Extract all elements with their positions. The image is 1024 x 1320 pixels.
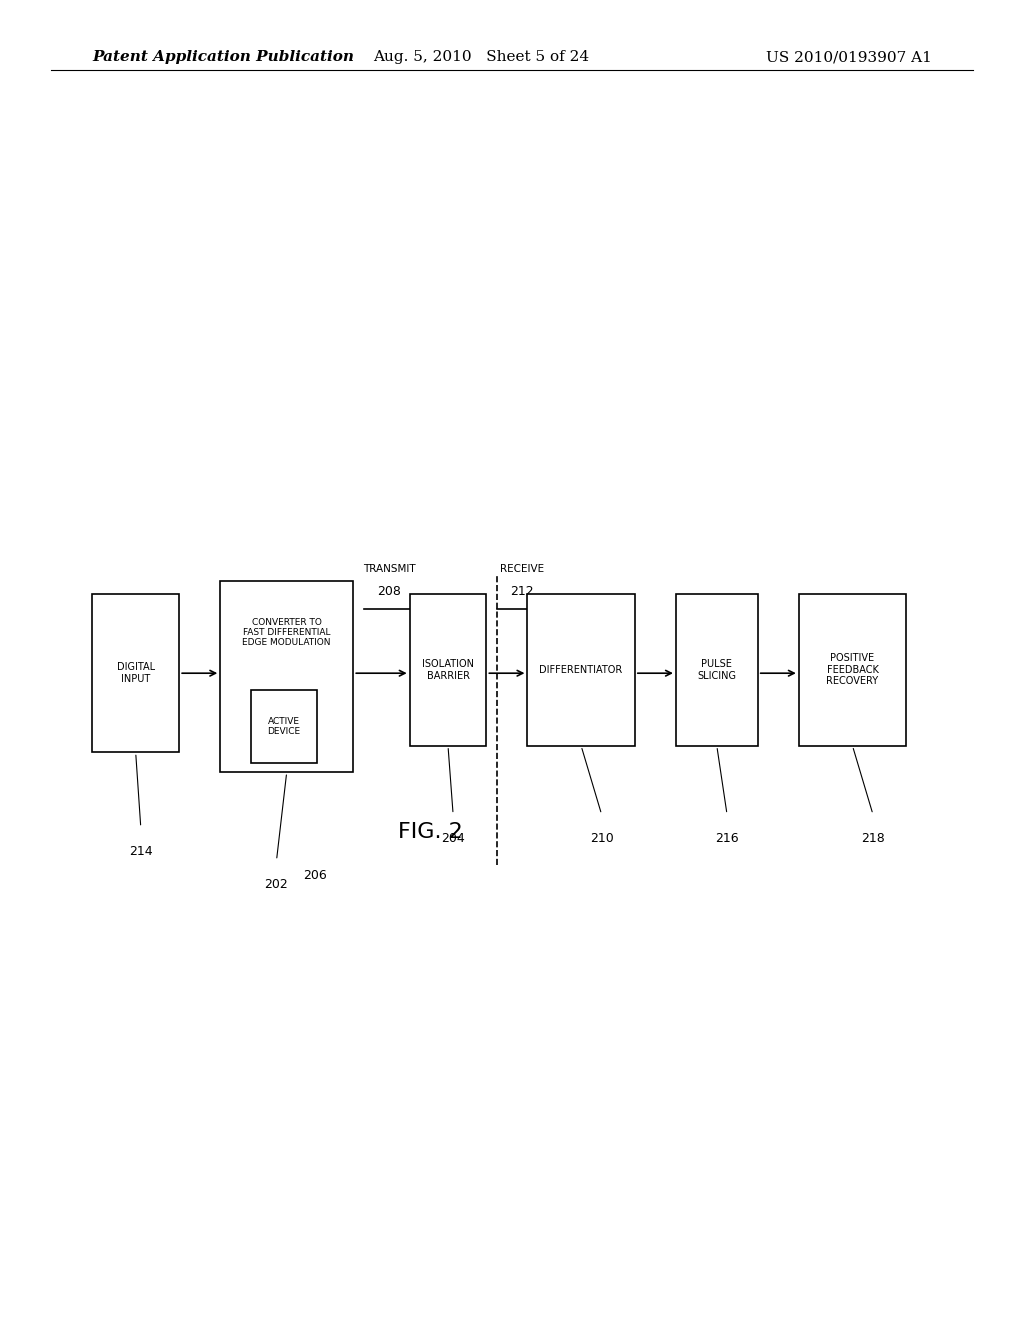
Text: 200: 200 xyxy=(118,607,144,620)
Text: Aug. 5, 2010   Sheet 5 of 24: Aug. 5, 2010 Sheet 5 of 24 xyxy=(373,50,590,65)
Text: 204: 204 xyxy=(441,832,465,845)
Text: Patent Application Publication: Patent Application Publication xyxy=(92,50,354,65)
Text: RECEIVE: RECEIVE xyxy=(500,564,545,574)
FancyBboxPatch shape xyxy=(220,581,353,772)
Text: 214: 214 xyxy=(129,845,153,858)
Text: 202: 202 xyxy=(264,878,289,891)
FancyBboxPatch shape xyxy=(799,594,906,746)
FancyBboxPatch shape xyxy=(92,594,179,752)
FancyBboxPatch shape xyxy=(527,594,635,746)
Text: FIG. 2: FIG. 2 xyxy=(397,821,463,842)
Text: 208: 208 xyxy=(377,585,401,598)
FancyBboxPatch shape xyxy=(410,594,486,746)
Text: POSITIVE
FEEDBACK
RECOVERY: POSITIVE FEEDBACK RECOVERY xyxy=(826,653,879,686)
Text: ISOLATION
BARRIER: ISOLATION BARRIER xyxy=(422,659,474,681)
Text: 210: 210 xyxy=(590,832,613,845)
Text: PULSE
SLICING: PULSE SLICING xyxy=(697,659,736,681)
Text: 216: 216 xyxy=(715,832,739,845)
FancyBboxPatch shape xyxy=(251,690,317,763)
Text: US 2010/0193907 A1: US 2010/0193907 A1 xyxy=(766,50,932,65)
Text: 212: 212 xyxy=(510,585,535,598)
Text: TRANSMIT: TRANSMIT xyxy=(362,564,416,574)
Text: CONVERTER TO
FAST DIFFERENTIAL
EDGE MODULATION: CONVERTER TO FAST DIFFERENTIAL EDGE MODU… xyxy=(243,618,331,647)
Text: 218: 218 xyxy=(861,832,885,845)
Text: 206: 206 xyxy=(303,869,327,882)
FancyBboxPatch shape xyxy=(676,594,758,746)
Text: DIFFERENTIATOR: DIFFERENTIATOR xyxy=(540,665,623,675)
Text: DIGITAL
INPUT: DIGITAL INPUT xyxy=(117,663,155,684)
Text: ACTIVE
DEVICE: ACTIVE DEVICE xyxy=(267,717,301,737)
